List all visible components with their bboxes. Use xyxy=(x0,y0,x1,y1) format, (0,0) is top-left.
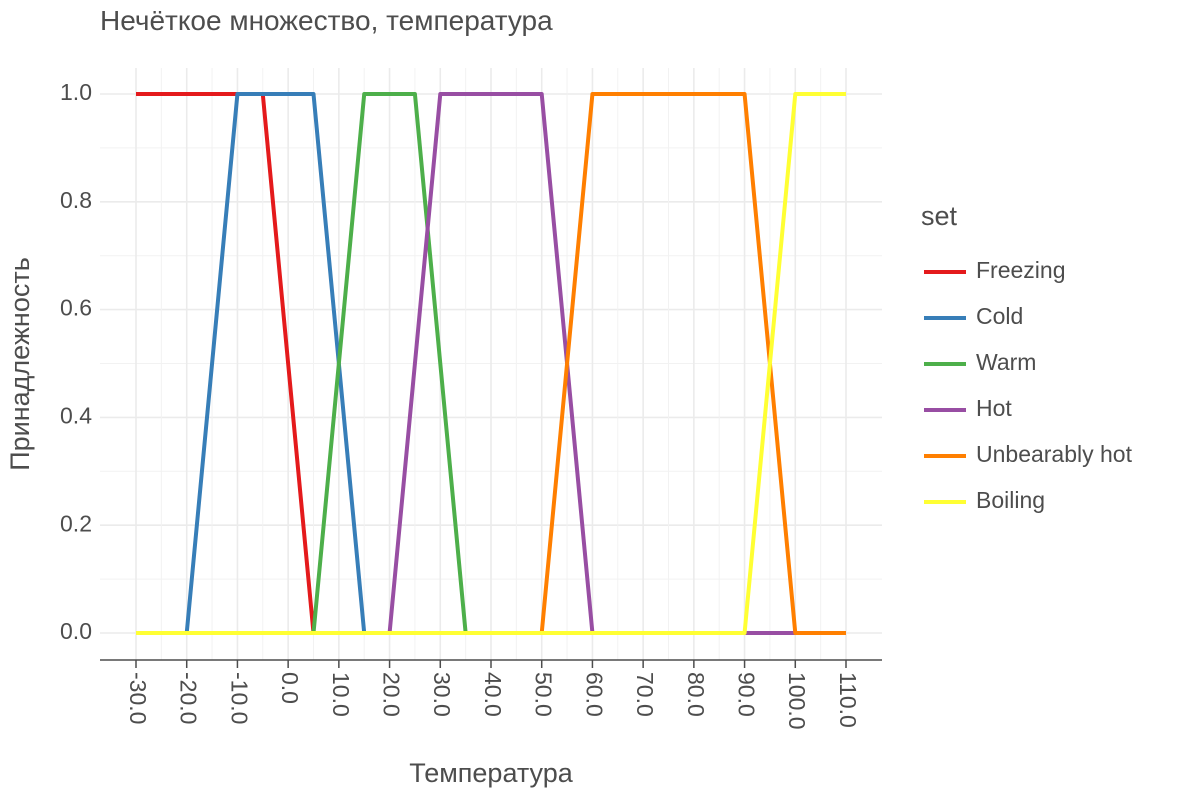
x-tick-label: -20.0 xyxy=(176,672,202,724)
legend-title: set xyxy=(921,201,958,231)
y-tick-label: 0.0 xyxy=(60,618,92,644)
x-tick-label: 90.0 xyxy=(733,672,759,717)
series-line-boiling xyxy=(136,92,846,635)
x-tick-label: 30.0 xyxy=(429,672,455,717)
legend: set Freezing Cold Warm Hot Unbearably hot Boi… xyxy=(921,201,1133,513)
y-tick-label: 0.2 xyxy=(60,510,92,536)
x-axis-label: Температура xyxy=(409,758,574,788)
x-tick-label: 80.0 xyxy=(683,672,709,717)
x-tick-label: 0.0 xyxy=(277,672,303,704)
x-tick-label: -30.0 xyxy=(125,672,151,724)
legend-label-warm: Warm xyxy=(976,349,1036,375)
chart-title: Нечёткое множество, температура xyxy=(100,5,553,36)
legend-label-hot: Hot xyxy=(976,395,1012,421)
legend-items: Freezing Cold Warm Hot Unbearably hot Boiling xyxy=(924,257,1133,513)
y-tick-label: 0.8 xyxy=(60,187,92,213)
x-tick-label: 40.0 xyxy=(480,672,506,717)
series-layer xyxy=(136,92,846,635)
legend-label-boiling: Boiling xyxy=(976,487,1045,513)
x-tick-label: 100.0 xyxy=(784,672,810,730)
legend-label-freezing: Freezing xyxy=(976,257,1065,283)
legend-label-cold: Cold xyxy=(976,303,1023,329)
x-tick-label: 10.0 xyxy=(328,672,354,717)
x-tick-label: -10.0 xyxy=(226,672,252,724)
series-line-hot xyxy=(136,92,846,635)
grid-layer xyxy=(100,68,882,660)
legend-label-unbearably-hot: Unbearably hot xyxy=(976,441,1133,467)
y-axis-label: Принадлежность xyxy=(5,257,35,471)
x-tick-label: 110.0 xyxy=(835,672,861,728)
x-tick-label: 70.0 xyxy=(632,672,658,717)
x-tick-label: 50.0 xyxy=(531,672,557,717)
x-tick-label: 60.0 xyxy=(581,672,607,717)
y-tick-label: 1.0 xyxy=(60,79,92,105)
y-tick-label: 0.6 xyxy=(60,295,92,321)
series-line-unbearably-hot xyxy=(136,92,846,635)
x-tick-label: 20.0 xyxy=(378,672,404,717)
y-tick-label: 0.4 xyxy=(60,402,92,428)
series-line-warm xyxy=(136,92,846,635)
axis-layer: -30.0 -20.0 -10.0 0.0 10.0 20.0 30.0 40.0 50.0 60… xyxy=(60,79,882,730)
